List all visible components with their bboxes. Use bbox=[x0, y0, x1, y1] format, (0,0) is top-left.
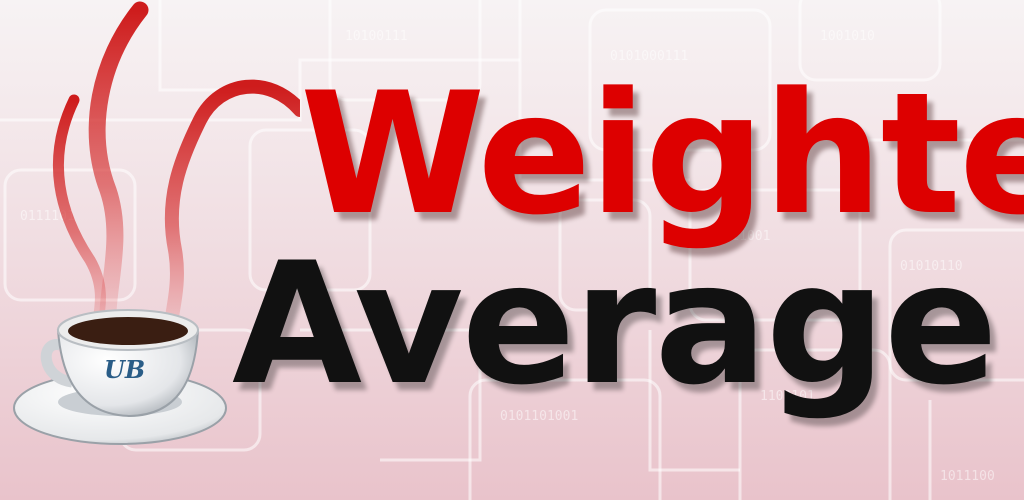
svg-text:1001010: 1001010 bbox=[820, 29, 875, 44]
svg-text:0101000111: 0101000111 bbox=[610, 49, 688, 64]
svg-text:010111001: 010111001 bbox=[700, 229, 770, 244]
title-line-1: Weighted bbox=[300, 56, 1024, 252]
title-line-2: Average bbox=[232, 226, 998, 422]
svg-text:10100111: 10100111 bbox=[345, 29, 408, 44]
svg-text:1011100: 1011100 bbox=[940, 469, 995, 484]
coffee-cup-icon: UB bbox=[13, 309, 227, 445]
svg-text:01010110: 01010110 bbox=[900, 259, 963, 274]
coffee-cup-logo: UB bbox=[13, 1, 300, 445]
svg-text:1100101: 1100101 bbox=[760, 389, 815, 404]
svg-text:0101101001: 0101101001 bbox=[500, 409, 578, 424]
cup-badge-text: UB bbox=[104, 355, 145, 384]
